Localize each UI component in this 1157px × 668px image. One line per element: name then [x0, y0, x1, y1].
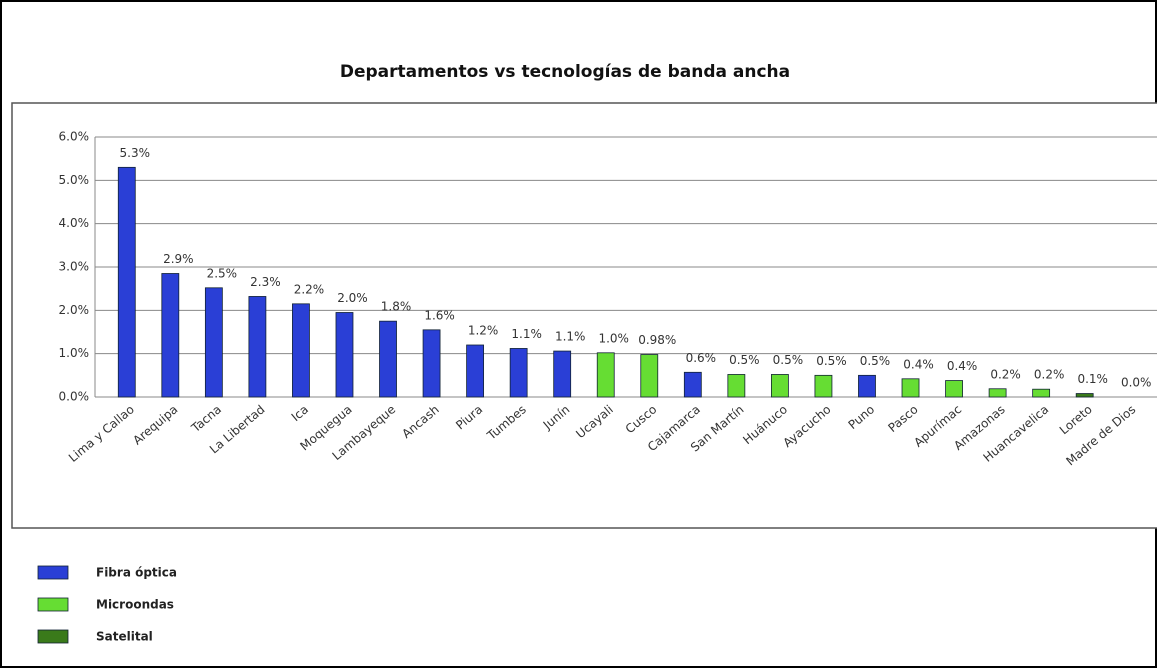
legend-text: Fibra óptica — [96, 566, 177, 580]
value-label: 1.6% — [424, 308, 455, 322]
value-label: 0.5% — [773, 353, 804, 367]
bar — [814, 374, 833, 398]
bar — [727, 374, 746, 398]
value-label: 0.5% — [729, 353, 760, 367]
legend-text: Satelital — [96, 630, 153, 644]
bar — [770, 374, 789, 398]
value-label: 1.1% — [511, 327, 542, 341]
value-label: 1.0% — [598, 331, 629, 345]
y-tick-label: 5.0% — [59, 173, 90, 187]
bar — [509, 348, 528, 398]
value-label: 1.2% — [468, 324, 499, 338]
bar — [1032, 388, 1051, 398]
value-label: 2.2% — [294, 282, 325, 296]
bar — [422, 329, 441, 398]
bar — [379, 320, 397, 398]
value-label: 2.3% — [250, 275, 281, 289]
bar — [117, 166, 136, 398]
value-label: 0.98% — [638, 333, 676, 347]
value-label: 0.1% — [1077, 372, 1108, 386]
y-tick-label: 4.0% — [59, 216, 90, 230]
bar — [161, 273, 180, 398]
y-tick-label: 2.0% — [59, 303, 90, 317]
value-label: 2.5% — [207, 266, 238, 280]
legend-swatch — [37, 629, 69, 644]
bar — [945, 380, 963, 398]
value-label: 1.8% — [381, 300, 412, 314]
legend-swatch — [37, 597, 69, 612]
value-label: 2.0% — [337, 291, 368, 305]
bar — [988, 388, 1007, 398]
bar — [1075, 393, 1094, 398]
bar — [553, 350, 572, 398]
value-label: 2.9% — [163, 252, 194, 266]
bar — [596, 352, 615, 398]
value-label: 0.4% — [947, 359, 978, 373]
chart-title: Departamentos vs tecnologías de banda an… — [340, 62, 790, 82]
bar — [466, 344, 485, 398]
bar — [901, 378, 920, 398]
y-tick-label: 0.0% — [59, 390, 90, 404]
value-label: 0.6% — [686, 351, 717, 365]
bar — [858, 374, 876, 398]
value-label: 0.0% — [1121, 376, 1152, 390]
legend-swatch — [37, 565, 69, 580]
bar — [640, 354, 659, 398]
plot-frame — [11, 102, 1157, 529]
value-label: 0.5% — [860, 354, 891, 368]
bar — [292, 303, 310, 398]
value-label: 0.5% — [816, 354, 847, 368]
y-tick-label: 6.0% — [59, 130, 90, 144]
value-label: 0.2% — [990, 367, 1021, 381]
bar — [248, 296, 267, 398]
y-tick-label: 3.0% — [59, 260, 90, 274]
value-label: 0.4% — [903, 357, 934, 371]
legend-text: Microondas — [96, 598, 174, 612]
bar — [335, 312, 354, 398]
value-label: 1.1% — [555, 330, 586, 344]
value-label: 0.2% — [1034, 368, 1065, 382]
bar — [683, 371, 702, 398]
y-tick-label: 1.0% — [59, 346, 90, 360]
bar — [204, 287, 223, 398]
value-label: 5.3% — [120, 146, 151, 160]
